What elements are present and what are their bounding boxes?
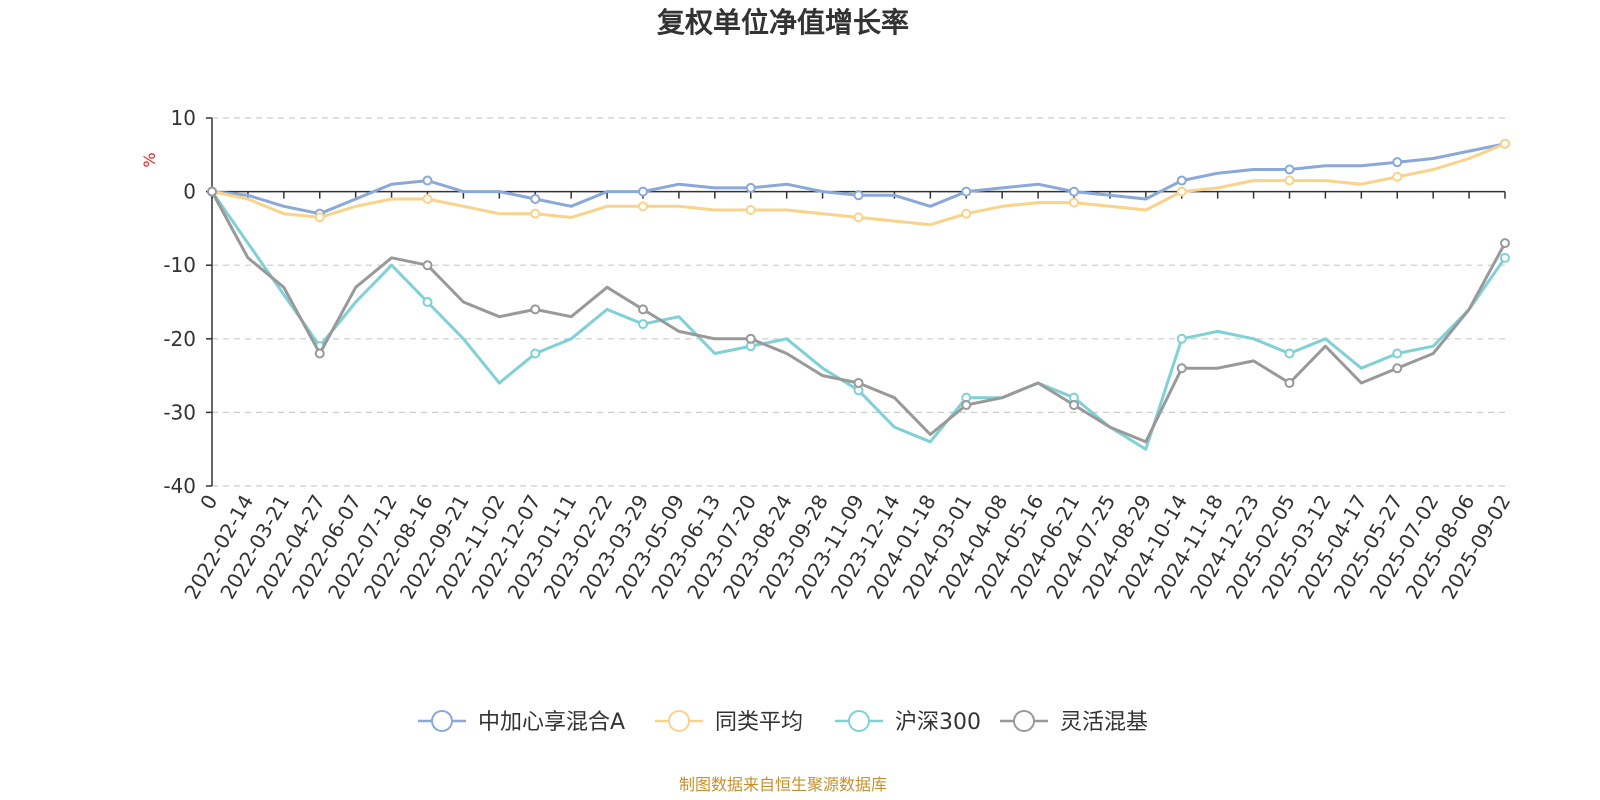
- data-point: [638, 186, 648, 197]
- data-point: [1176, 363, 1187, 374]
- chart-title: 复权单位净值增长率: [657, 6, 909, 39]
- legend-label: 灵活混基: [1060, 710, 1148, 735]
- series-line: [211, 142, 1506, 216]
- data-point: [422, 175, 433, 186]
- x-tick-labels: 02022-02-142022-03-212022-04-272022-06-0…: [179, 490, 1515, 603]
- data-point: [530, 208, 541, 219]
- data-point: [1069, 400, 1079, 411]
- data-point: [1392, 157, 1403, 168]
- data-point: [1069, 186, 1079, 197]
- data-point: [1284, 164, 1295, 175]
- data-point: [1392, 363, 1403, 374]
- y-tick-label: -20: [163, 327, 196, 351]
- data-point: [853, 377, 864, 388]
- series-2: [207, 138, 1510, 227]
- data-point: [745, 205, 756, 215]
- legend-label: 中加心享混合A: [478, 710, 625, 735]
- data-point: [853, 212, 864, 223]
- data-point: [1500, 238, 1510, 249]
- legend-item[interactable]: 灵活混基: [1000, 710, 1148, 735]
- data-point: [638, 319, 648, 330]
- legend: 中加心享混合A 同类平均 沪深300 灵活混基: [418, 710, 1148, 735]
- data-source-note: 制图数据来自恒生聚源数据库: [679, 775, 887, 794]
- series-lines: [207, 138, 1510, 451]
- data-point: [314, 212, 325, 223]
- series-4: [207, 186, 1510, 444]
- data-point: [314, 348, 325, 359]
- data-point: [530, 304, 541, 315]
- data-point: [961, 400, 972, 411]
- legend-circle-icon: [431, 710, 453, 732]
- data-point: [422, 297, 433, 307]
- data-point: [422, 193, 433, 204]
- data-point: [961, 186, 972, 197]
- legend-item[interactable]: 中加心享混合A: [418, 710, 625, 735]
- data-point: [1500, 138, 1510, 149]
- y-axis-unit-label: %: [140, 152, 159, 167]
- data-point: [1500, 252, 1510, 263]
- data-point: [745, 333, 756, 344]
- series-line: [210, 190, 1507, 451]
- legend-circle-icon: [848, 710, 870, 732]
- data-point: [422, 260, 433, 271]
- y-tick-label: 10: [171, 106, 196, 130]
- legend-label: 同类平均: [715, 710, 803, 735]
- data-point: [638, 304, 648, 315]
- legend-circle-icon: [1013, 710, 1035, 732]
- data-point: [1176, 186, 1187, 197]
- y-tick-label: -10: [163, 253, 196, 277]
- legend-item[interactable]: 沪深300: [835, 710, 981, 735]
- legend-circle-icon: [668, 710, 690, 732]
- data-point: [1392, 348, 1403, 359]
- grid-lines: [212, 117, 1505, 487]
- data-point: [961, 208, 972, 219]
- series-1: [207, 138, 1510, 219]
- data-point: [1176, 333, 1187, 344]
- data-point: [1284, 377, 1295, 388]
- y-tick-label: 0: [183, 180, 196, 204]
- series-line: [210, 190, 1507, 444]
- series-3: [207, 186, 1510, 451]
- data-point: [1069, 197, 1079, 208]
- legend-item[interactable]: 同类平均: [655, 710, 803, 735]
- data-point: [638, 201, 648, 212]
- data-point: [1284, 348, 1295, 359]
- data-point: [1284, 175, 1295, 186]
- x-tick-label: 0: [195, 491, 222, 514]
- data-point: [530, 348, 541, 359]
- data-point: [530, 193, 541, 204]
- axes: [206, 117, 1506, 487]
- data-point: [1392, 171, 1403, 182]
- y-tick-label: -40: [163, 474, 196, 498]
- legend-label: 沪深300: [895, 710, 981, 735]
- data-point: [1176, 175, 1187, 186]
- data-point: [745, 182, 756, 193]
- data-point: [853, 190, 864, 201]
- y-tick-labels: 10 0 -10 -20 -30 -40: [163, 106, 196, 498]
- data-point: [207, 186, 217, 197]
- y-tick-label: -30: [163, 400, 196, 424]
